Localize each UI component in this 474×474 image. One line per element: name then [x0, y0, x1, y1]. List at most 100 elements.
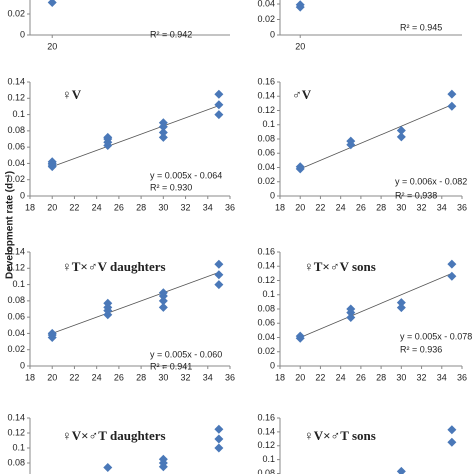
- point: [396, 125, 406, 135]
- panel-title: ♀V: [62, 87, 82, 102]
- point: [158, 454, 168, 464]
- point: [103, 298, 113, 308]
- point: [47, 328, 57, 338]
- equation: y = 0.005x - 0.060: [150, 349, 222, 359]
- x-tick-label: 34: [203, 202, 213, 212]
- y-tick-label: 0.12: [257, 275, 275, 285]
- x-tick-label: 36: [457, 202, 467, 212]
- x-tick-label: 26: [356, 202, 366, 212]
- point: [158, 127, 168, 137]
- equation: y = 0.005x - 0.078: [400, 331, 472, 341]
- y-tick-label: 0.1: [262, 119, 275, 129]
- y-tick-label: 0: [270, 29, 275, 39]
- trend-line: [52, 105, 220, 168]
- y-tick-label: 0.02: [257, 176, 275, 186]
- x-tick-label: 36: [225, 202, 235, 212]
- point: [295, 2, 305, 12]
- x-tick-label: 20: [295, 41, 305, 51]
- y-tick-label: 0.1: [262, 289, 275, 299]
- y-tick-label: 0.06: [257, 318, 275, 328]
- x-tick-label: 26: [114, 202, 124, 212]
- x-tick-label: 20: [47, 202, 57, 212]
- point: [103, 132, 113, 142]
- panel-title: ♂V: [292, 87, 312, 102]
- point: [346, 313, 356, 323]
- y-tick-label: 0.06: [257, 148, 275, 158]
- x-tick-label: 24: [92, 372, 102, 382]
- trend-line: [300, 273, 453, 338]
- y-tick-label: 0.04: [257, 332, 275, 342]
- point: [214, 110, 224, 120]
- equation: y = 0.005x - 0.064: [150, 170, 222, 180]
- y-tick-label: 0.16: [257, 412, 275, 422]
- x-tick-label: 26: [356, 372, 366, 382]
- y-tick-label: 0.06: [7, 312, 25, 322]
- x-tick-label: 22: [315, 372, 325, 382]
- y-tick-label: 0.06: [7, 142, 25, 152]
- x-tick-label: 36: [225, 372, 235, 382]
- point: [47, 157, 57, 167]
- point: [214, 100, 224, 110]
- r-squared: R² = 0.941: [150, 361, 192, 371]
- y-tick-label: 0: [20, 29, 25, 39]
- point: [346, 136, 356, 146]
- x-tick-label: 24: [336, 372, 346, 382]
- y-tick-label: 0.12: [7, 427, 25, 437]
- y-tick-label: 0.02: [7, 344, 25, 354]
- x-tick-label: 32: [181, 372, 191, 382]
- trend-line: [300, 104, 453, 170]
- x-tick-label: 24: [92, 202, 102, 212]
- y-tick-label: 0.1: [12, 279, 25, 289]
- point: [447, 425, 457, 435]
- y-tick-label: 0.02: [7, 8, 25, 18]
- y-tick-label: 0.02: [7, 174, 25, 184]
- x-tick-label: 22: [69, 202, 79, 212]
- y-tick-label: 0.1: [12, 442, 25, 452]
- x-tick-label: 20: [295, 372, 305, 382]
- point: [396, 298, 406, 308]
- y-tick-label: 0.12: [7, 93, 25, 103]
- x-tick-label: 18: [25, 202, 35, 212]
- x-tick-label: 34: [203, 372, 213, 382]
- y-tick-label: 0.16: [257, 246, 275, 256]
- point: [214, 259, 224, 269]
- x-tick-label: 32: [181, 202, 191, 212]
- x-tick-label: 28: [136, 372, 146, 382]
- x-tick-label: 20: [47, 372, 57, 382]
- x-tick-label: 18: [275, 372, 285, 382]
- x-tick-label: 26: [114, 372, 124, 382]
- y-tick-label: 0: [270, 360, 275, 370]
- y-tick-label: 0.02: [257, 346, 275, 356]
- y-tick-label: 0: [20, 190, 25, 200]
- point: [214, 424, 224, 434]
- point: [158, 288, 168, 298]
- y-tick-label: 0.02: [257, 14, 275, 24]
- point: [158, 118, 168, 128]
- panel-title: ♀T×♂V daughters: [62, 259, 166, 274]
- y-tick-label: 0.1: [12, 109, 25, 119]
- y-tick-label: 0.12: [257, 440, 275, 450]
- panel-title: ♀T×♂V sons: [304, 259, 376, 274]
- x-tick-label: 34: [437, 202, 447, 212]
- x-tick-label: 20: [47, 41, 57, 51]
- r-squared: R² = 0.930: [150, 182, 192, 192]
- r-squared: R² = 0.942: [150, 29, 192, 39]
- point: [214, 280, 224, 290]
- x-tick-label: 32: [417, 372, 427, 382]
- y-tick-label: 0.08: [257, 133, 275, 143]
- equation: y = 0.006x - 0.082: [395, 176, 467, 186]
- x-tick-label: 28: [136, 202, 146, 212]
- panel-title: ♀V×♂T sons: [304, 428, 376, 443]
- point: [396, 466, 406, 474]
- x-tick-label: 30: [396, 372, 406, 382]
- r-squared: R² = 0.936: [400, 344, 442, 354]
- y-tick-label: 0.14: [7, 246, 25, 256]
- point: [214, 434, 224, 444]
- y-tick-label: 0.08: [7, 125, 25, 135]
- y-tick-label: 0.04: [257, 0, 275, 8]
- point: [447, 101, 457, 111]
- y-tick-label: 0.04: [7, 328, 25, 338]
- point: [158, 132, 168, 142]
- y-tick-label: 0.08: [257, 468, 275, 474]
